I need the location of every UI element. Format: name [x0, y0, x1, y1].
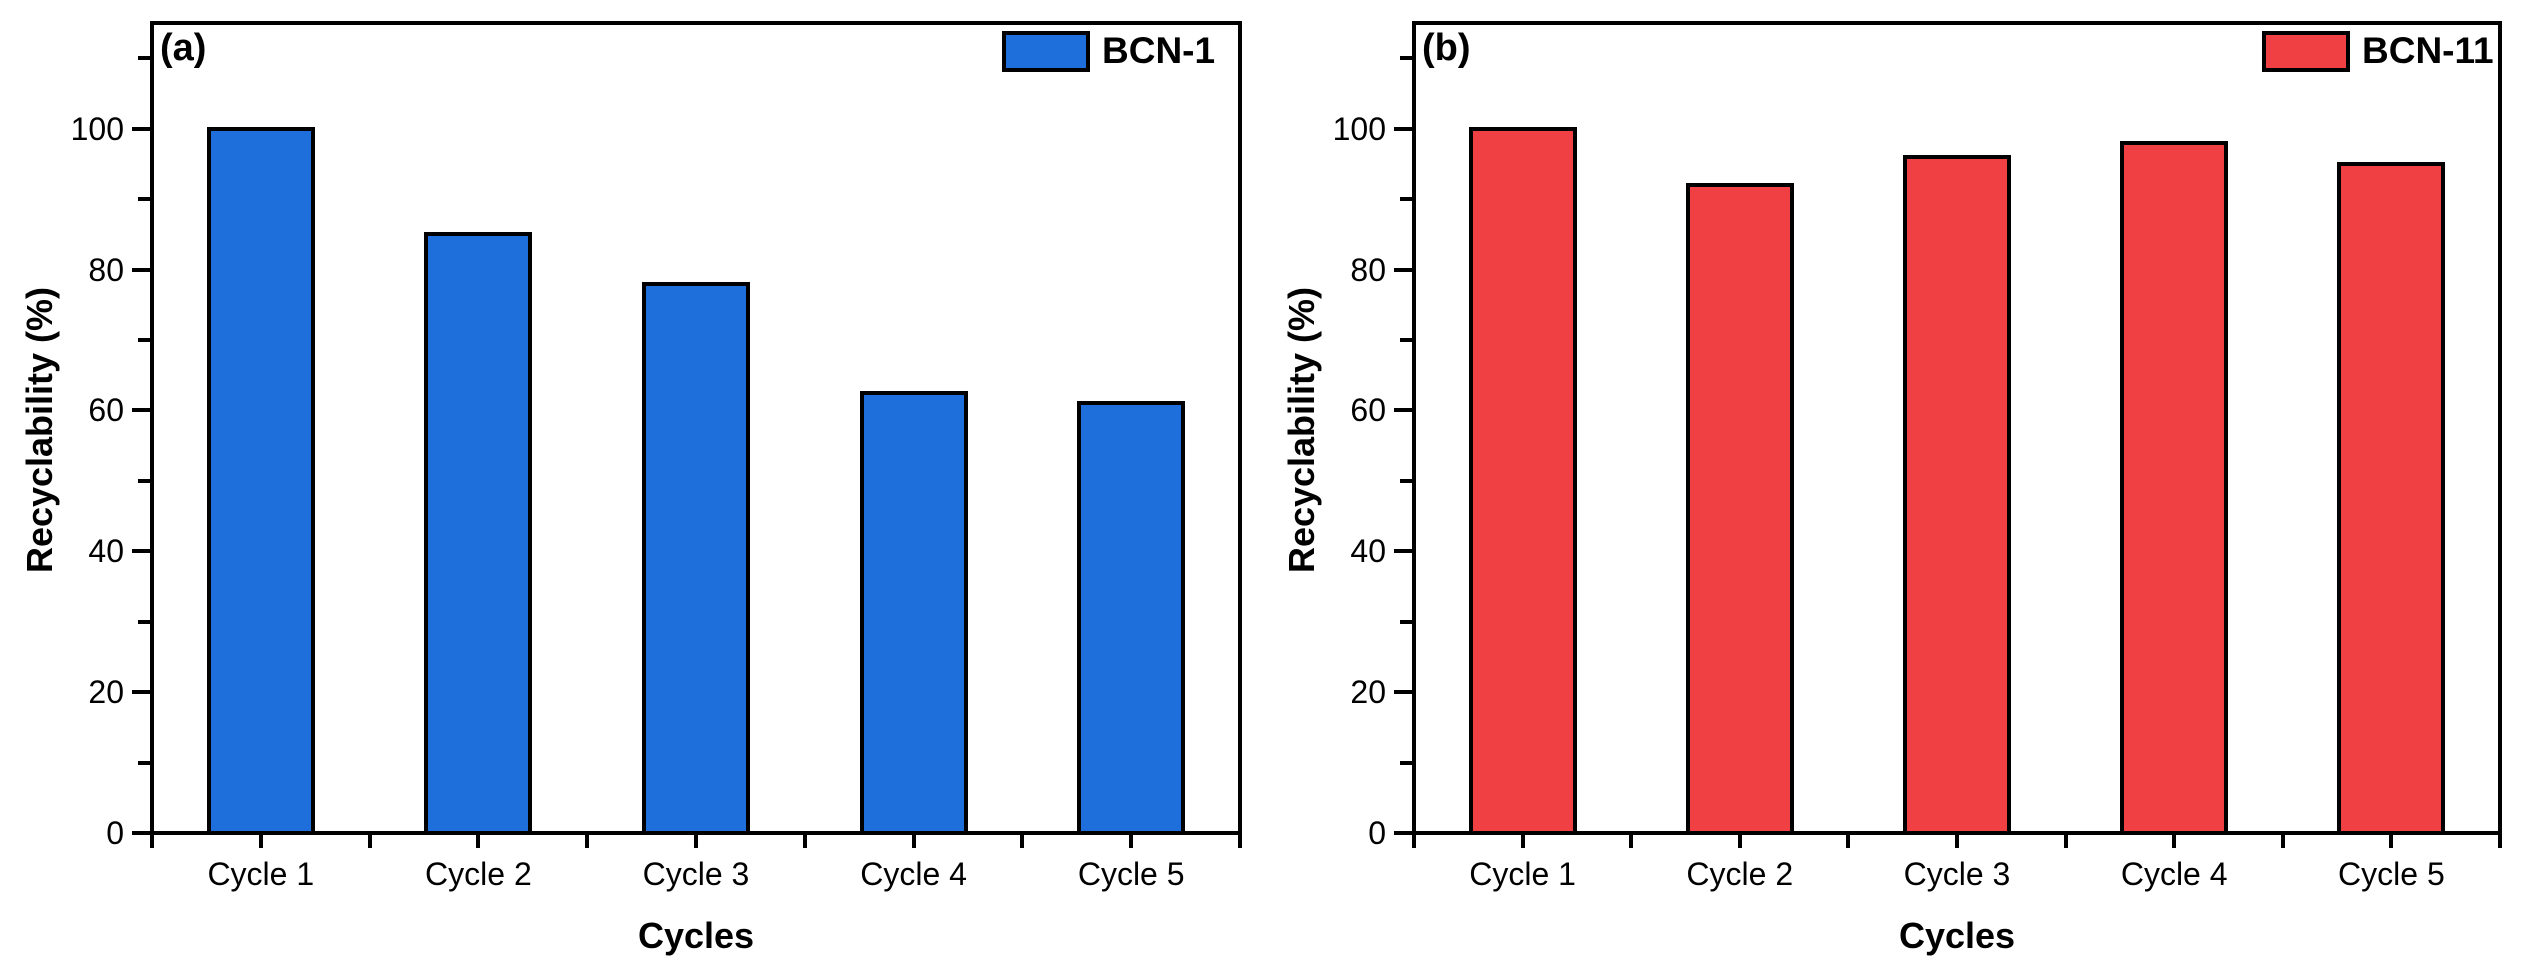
y-tick-label: 80: [1350, 251, 1386, 288]
y-major-tick: [132, 267, 150, 272]
y-tick-label: 100: [1332, 110, 1386, 147]
bar: [1468, 126, 1577, 835]
bar: [2120, 140, 2229, 835]
x-major-tick: [1955, 835, 1959, 848]
x-boundary-tick: [585, 835, 590, 848]
y-tick-label: 20: [1350, 674, 1386, 711]
panel-letter: (a): [160, 27, 207, 69]
y-major-tick: [1394, 549, 1412, 554]
y-minor-tick: [1400, 56, 1412, 61]
x-category-label: Cycle 1: [207, 856, 315, 892]
y-minor-tick: [138, 619, 150, 624]
y-tick-label: 0: [106, 815, 124, 851]
y-major-tick: [132, 126, 150, 131]
x-category-label: Cycle 5: [2338, 856, 2445, 892]
bar: [2337, 161, 2446, 835]
x-boundary-tick: [1238, 835, 1242, 848]
y-minor-tick: [1400, 478, 1412, 483]
x-category-label: Cycle 5: [1077, 856, 1185, 892]
x-major-tick: [2172, 835, 2177, 848]
y-minor-tick: [1400, 337, 1412, 342]
x-major-tick: [694, 835, 698, 848]
x-boundary-tick: [1020, 835, 1025, 848]
bar: [859, 390, 968, 835]
y-tick-label: 100: [70, 110, 124, 147]
x-boundary-tick: [1846, 835, 1851, 848]
x-major-tick: [258, 835, 263, 848]
y-minor-tick: [1400, 760, 1412, 765]
y-minor-tick: [138, 337, 150, 342]
y-major-tick: [1394, 408, 1412, 413]
y-major-tick: [132, 408, 150, 413]
x-boundary-tick: [1629, 835, 1634, 848]
y-major-tick: [1394, 690, 1412, 695]
x-boundary-tick: [1412, 835, 1416, 848]
x-major-tick: [1129, 835, 1134, 848]
x-major-tick: [911, 835, 916, 848]
legend-label: BCN-11: [2362, 30, 2494, 71]
x-major-tick: [2389, 835, 2394, 848]
plot-frame: [150, 21, 1242, 835]
x-boundary-tick: [802, 835, 807, 848]
x-category-label: Cycle 4: [2120, 856, 2228, 892]
x-boundary-tick: [367, 835, 372, 848]
y-minor-tick: [138, 760, 150, 765]
y-tick-label: 40: [1350, 533, 1386, 570]
x-axis-title: Cycles: [637, 915, 755, 956]
x-axis-title: Cycles: [1898, 915, 2016, 956]
legend-label: BCN-1: [1102, 30, 1216, 71]
y-tick-label: 60: [1350, 392, 1386, 429]
y-tick-label: 80: [88, 251, 124, 288]
bar: [1685, 183, 1794, 835]
y-major-tick: [132, 831, 150, 835]
panel-letter: (b): [1422, 27, 1471, 69]
y-major-tick: [1394, 126, 1412, 131]
y-minor-tick: [138, 56, 150, 61]
bar: [206, 126, 315, 835]
x-major-tick: [1737, 835, 1742, 848]
plot-frame: [1412, 21, 2502, 835]
x-category-label: Cycle 2: [425, 856, 532, 892]
x-category-label: Cycle 3: [642, 856, 750, 892]
bar: [1077, 401, 1186, 835]
y-tick-label: 60: [88, 392, 124, 429]
y-minor-tick: [138, 478, 150, 483]
y-major-tick: [1394, 831, 1412, 835]
x-major-tick: [476, 835, 481, 848]
x-boundary-tick: [2498, 835, 2502, 848]
bar: [1903, 154, 2011, 835]
y-tick-label: 20: [88, 674, 124, 711]
x-boundary-tick: [2280, 835, 2285, 848]
y-minor-tick: [138, 197, 150, 202]
y-tick-label: 0: [1368, 815, 1386, 851]
y-tick-label: 40: [88, 533, 124, 570]
x-boundary-tick: [2063, 835, 2068, 848]
y-axis-title: Recyclability (%): [1281, 286, 1322, 574]
y-major-tick: [1394, 267, 1412, 272]
legend-swatch: [2262, 31, 2350, 72]
y-major-tick: [132, 690, 150, 695]
x-category-label: Cycle 2: [1686, 856, 1794, 892]
x-category-label: Cycle 3: [1903, 856, 2011, 892]
x-boundary-tick: [150, 835, 154, 848]
y-major-tick: [132, 549, 150, 554]
y-minor-tick: [1400, 197, 1412, 202]
y-minor-tick: [1400, 619, 1412, 624]
legend-swatch: [1002, 31, 1090, 72]
bar: [424, 232, 533, 835]
x-major-tick: [1520, 835, 1525, 848]
x-category-label: Cycle 4: [860, 856, 967, 892]
x-category-label: Cycle 1: [1469, 856, 1576, 892]
